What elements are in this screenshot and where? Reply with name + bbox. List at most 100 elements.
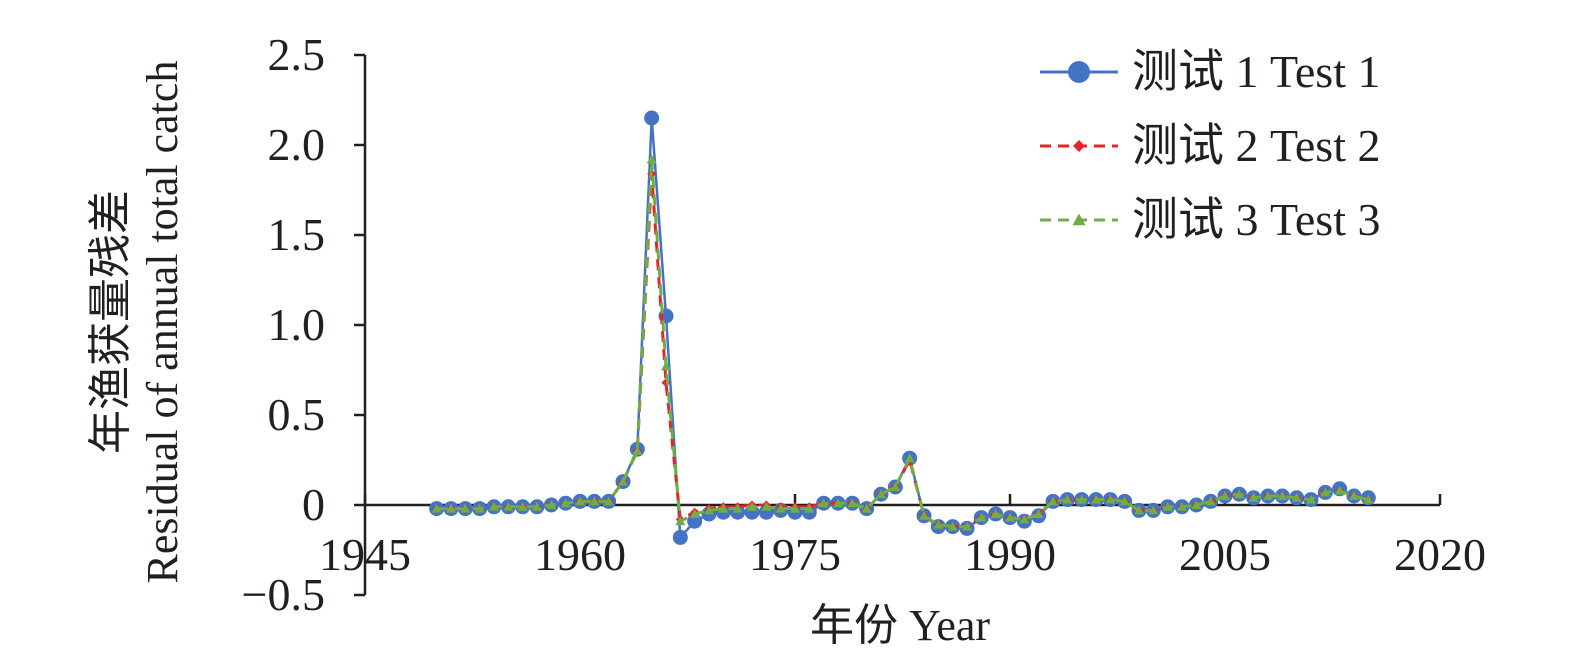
series-1-line <box>436 117 1369 541</box>
series-3-point <box>1234 489 1245 499</box>
y-tick-label: 1.5 <box>268 209 326 260</box>
series-3-point <box>704 505 714 515</box>
series-3-point <box>804 503 815 513</box>
series-3-point <box>833 498 843 508</box>
legend-swatch-marker <box>1072 213 1086 226</box>
series-3-point <box>517 501 528 511</box>
series-3-point <box>618 476 628 486</box>
series-3-point <box>661 361 671 371</box>
series-layer <box>429 110 1376 545</box>
series-3-point <box>818 498 829 508</box>
series-3-point <box>847 498 858 508</box>
series-3-point <box>632 446 643 455</box>
series-3-point <box>761 501 772 511</box>
legend-entry-1: 测试 1 Test 1 <box>1040 46 1381 97</box>
series-3-point <box>474 503 485 513</box>
series-3-point <box>1291 492 1302 502</box>
x-tick-label: 2020 <box>1394 529 1486 580</box>
series-3-point <box>560 498 571 508</box>
series-3-point <box>603 496 614 506</box>
series-3-point <box>1306 494 1316 504</box>
series-3-point <box>503 501 514 511</box>
series-3-point <box>718 503 729 513</box>
legend-label: 测试 3 Test 3 <box>1132 194 1381 245</box>
series-3-point <box>747 501 757 511</box>
series-3-point <box>1148 505 1159 515</box>
series-3-point <box>1119 496 1130 506</box>
y-tick-label: 0 <box>302 479 325 530</box>
legend-label: 测试 2 Test 2 <box>1132 120 1381 171</box>
legend: 测试 1 Test 1 测试 2 Test 2 测试 3 Test 3 <box>1040 46 1381 245</box>
series-3-point <box>1320 487 1331 497</box>
series-3-point <box>990 509 1001 518</box>
x-tick-label: 1990 <box>964 529 1056 580</box>
series-3-point <box>1105 494 1116 504</box>
series-3-point <box>919 510 929 520</box>
series-3-point <box>775 503 786 513</box>
y-tick-label: 1.0 <box>268 299 326 350</box>
x-axis-title: 年份 Year <box>810 601 990 650</box>
series-3-point <box>689 509 700 518</box>
series-3-point <box>1277 491 1288 500</box>
series-3-point <box>1263 491 1273 500</box>
series-3-point <box>1134 505 1144 515</box>
legend-label: 测试 1 Test 1 <box>1132 46 1381 97</box>
x-tick-label: 1960 <box>534 529 626 580</box>
series-3-point <box>904 453 915 463</box>
series-3-point <box>732 503 743 513</box>
series-3-point <box>1076 494 1087 504</box>
series-3-point <box>1177 501 1187 511</box>
series-3-point <box>489 501 499 511</box>
series-3-point <box>1062 494 1073 504</box>
series-3-point <box>933 519 944 529</box>
y-tick-label: 2.0 <box>268 119 326 170</box>
series-3-point <box>861 503 872 513</box>
series-3-point <box>1349 491 1359 500</box>
x-tick-label: 1975 <box>749 529 841 580</box>
y-tick-label: 0.5 <box>268 389 326 440</box>
series-3-point <box>446 503 456 513</box>
series-1-point <box>644 110 660 126</box>
series-3-point <box>1363 494 1374 504</box>
legend-swatch-marker <box>1068 61 1090 83</box>
series-3-point <box>1162 501 1173 511</box>
series-3-point <box>890 482 901 491</box>
series-3-point <box>546 500 557 509</box>
series-3-point <box>1033 509 1044 518</box>
y-axis-title: 年渔获量残差 Residual of annual total catch <box>86 61 187 584</box>
x-tick-label: 2005 <box>1179 529 1271 580</box>
series-3-point <box>790 503 800 513</box>
x-tick-label: 1945 <box>319 529 411 580</box>
series-3-point <box>532 501 542 511</box>
series-3-point <box>675 516 686 526</box>
legend-entry-3: 测试 3 Test 3 <box>1040 194 1381 245</box>
y-tick-label: 2.5 <box>268 29 326 80</box>
series-3-point <box>1334 485 1345 495</box>
y-axis-title-cn: 年渔获量残差 <box>86 190 135 454</box>
series-3-point <box>962 521 972 531</box>
series-3-point <box>1248 492 1259 502</box>
series-1-point <box>672 529 688 545</box>
series-3-point <box>876 489 886 499</box>
legend-swatch-marker <box>1073 140 1085 152</box>
series-3-point <box>976 512 987 522</box>
y-axis-title-en: Residual of annual total catch <box>138 61 187 584</box>
series-3-point <box>460 503 471 513</box>
series-3-point <box>1019 514 1030 524</box>
series-3 <box>431 154 1374 531</box>
series-3-point <box>1205 496 1216 506</box>
series-3-point <box>1091 494 1101 504</box>
series-3-point <box>947 521 958 531</box>
series-3-point <box>1048 496 1058 506</box>
series-3-point <box>1005 512 1015 522</box>
series-3-point <box>1191 500 1202 509</box>
series-3-point <box>589 496 600 506</box>
y-tick-label: −0.5 <box>242 569 325 620</box>
series-3-point <box>1220 491 1230 500</box>
series-3-point <box>646 154 657 164</box>
series-1 <box>429 110 1376 545</box>
series-3-point <box>431 503 442 513</box>
series-3-point <box>575 496 585 506</box>
